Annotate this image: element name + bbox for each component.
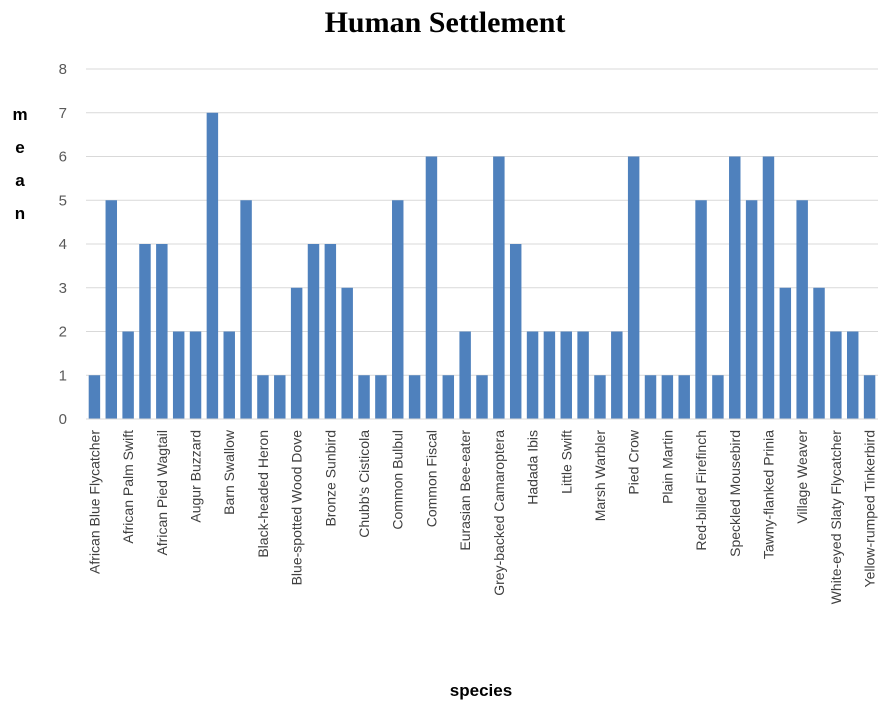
x-tick-label: Plain Martin xyxy=(659,430,675,504)
y-tick-label: 3 xyxy=(59,280,67,297)
y-tick-label: 6 xyxy=(59,149,67,166)
bar xyxy=(223,331,235,419)
bar xyxy=(476,375,488,419)
x-tick-label: African Pied Wagtail xyxy=(154,430,170,556)
bar xyxy=(594,375,606,419)
bar xyxy=(526,331,539,419)
bar xyxy=(627,156,640,419)
bar xyxy=(762,156,775,419)
x-tick-label: Yellow-rumped Tinkerbird xyxy=(862,430,878,587)
y-axis-label-letter: a xyxy=(15,171,25,190)
bar xyxy=(105,200,118,419)
x-tick-label: Marsh Warbler xyxy=(592,430,608,522)
bar xyxy=(678,375,690,419)
bar xyxy=(729,156,741,419)
bar xyxy=(425,156,438,419)
x-axis-label: species xyxy=(450,681,512,700)
chart-title: Human Settlement xyxy=(325,6,566,39)
x-tick-label: Bronze Sunbird xyxy=(322,430,338,527)
bar xyxy=(408,375,421,419)
x-tick-label: Hadada Ibis xyxy=(525,430,541,505)
bar xyxy=(257,375,269,419)
bar xyxy=(611,331,623,419)
x-tick-label: Village Weaver xyxy=(794,430,810,524)
x-tick-label: Chubb's Cisticola xyxy=(356,430,372,538)
bar xyxy=(712,375,724,419)
y-tick-label: 0 xyxy=(59,411,67,428)
bar xyxy=(156,244,168,419)
bar xyxy=(509,244,522,419)
x-tick-label: Common Fiscal xyxy=(423,430,439,527)
gridlines xyxy=(86,68,878,376)
x-tick-label: Eurasian Bee-eater xyxy=(457,430,473,551)
x-tick-label: Blue-spotted Wood Dove xyxy=(289,430,305,586)
bar xyxy=(644,375,657,419)
y-axis-label-letter: e xyxy=(15,138,24,157)
bar xyxy=(796,200,808,419)
bar xyxy=(189,331,202,419)
x-tick-label: Barn Swallow xyxy=(221,429,237,515)
y-tick-label: 4 xyxy=(59,236,67,253)
bar xyxy=(307,244,320,419)
bar xyxy=(442,375,455,419)
bar xyxy=(290,287,303,419)
bar xyxy=(206,112,219,419)
bar xyxy=(358,375,370,419)
bar xyxy=(560,331,572,419)
y-tick-label: 1 xyxy=(59,367,67,384)
x-tick-label: Grey-backed Camaroptera xyxy=(491,430,507,596)
x-tick-label: Tawny-flanked Prinia xyxy=(760,430,776,559)
bar xyxy=(392,200,404,419)
bar xyxy=(745,200,758,419)
bar xyxy=(172,331,185,419)
x-tick-label: African Blue Flycatcher xyxy=(86,430,102,574)
x-tick-label: Black-headed Heron xyxy=(255,430,271,558)
bar xyxy=(493,156,505,419)
bar xyxy=(341,287,353,419)
y-axis-label-letter: n xyxy=(15,204,25,223)
bar xyxy=(459,331,471,419)
x-tick-label: African Palm Swift xyxy=(120,430,136,544)
bar xyxy=(122,331,134,419)
x-tick-label: Little Swift xyxy=(558,430,574,494)
bar xyxy=(846,331,859,419)
bar xyxy=(274,375,286,419)
x-axis-ticks: African Blue Flycatcher African Palm Swif… xyxy=(86,429,877,604)
bar xyxy=(830,331,842,419)
bar xyxy=(863,375,876,419)
x-tick-label: Common Bulbul xyxy=(390,430,406,530)
x-tick-label: Red-billed Firefinch xyxy=(693,430,709,551)
x-tick-label: Augur Buzzard xyxy=(188,430,204,523)
y-axis-ticks: 0 1 2 3 4 5 6 7 8 xyxy=(59,61,67,428)
x-tick-label: White-eyed Slaty Flycatcher xyxy=(828,430,844,605)
y-axis-label-letter: m xyxy=(12,105,27,124)
bar xyxy=(543,331,556,419)
x-tick-label: Pied Crow xyxy=(626,429,642,494)
y-tick-label: 8 xyxy=(59,61,67,78)
bar xyxy=(88,375,101,419)
bar xyxy=(813,287,825,419)
bars xyxy=(88,112,876,419)
bar xyxy=(375,375,387,419)
bar xyxy=(577,331,589,419)
x-tick-label: Speckled Mousebird xyxy=(727,430,743,557)
y-tick-label: 5 xyxy=(59,192,67,209)
bar xyxy=(779,287,792,419)
bar xyxy=(661,375,674,419)
y-tick-label: 7 xyxy=(59,105,67,122)
bar xyxy=(324,244,337,419)
bar xyxy=(240,200,252,419)
bar xyxy=(695,200,707,419)
y-tick-label: 2 xyxy=(59,324,67,341)
bar xyxy=(139,244,151,419)
